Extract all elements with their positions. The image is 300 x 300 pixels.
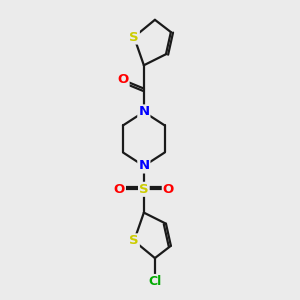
Text: O: O xyxy=(163,183,174,196)
Text: O: O xyxy=(117,74,129,86)
Text: S: S xyxy=(129,234,139,248)
Text: O: O xyxy=(114,183,125,196)
Text: N: N xyxy=(138,160,149,172)
Text: N: N xyxy=(138,105,149,119)
Text: S: S xyxy=(139,183,149,196)
Text: Cl: Cl xyxy=(148,275,161,288)
Text: S: S xyxy=(129,31,139,44)
